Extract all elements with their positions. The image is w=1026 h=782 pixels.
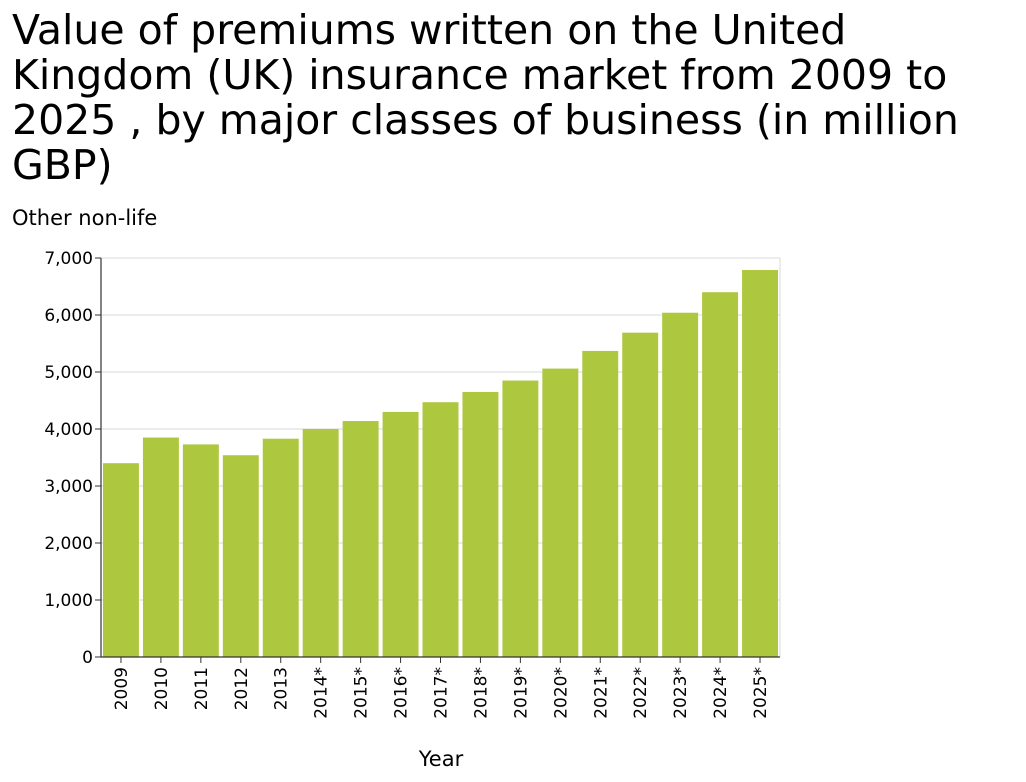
bar (222, 455, 259, 657)
y-tick-label: 1,000 (44, 591, 93, 611)
labels-layer: 0 1,000 2,000 3,000 4,000 5,000 6,000 7,000 2009… (44, 249, 771, 719)
bar (702, 292, 739, 657)
x-tick-label: 2013 (272, 667, 292, 710)
bar (742, 269, 779, 657)
bar (142, 437, 179, 657)
y-tick-label: 5,000 (44, 363, 93, 383)
bar (342, 421, 379, 657)
bar (462, 391, 499, 657)
bar (422, 402, 459, 657)
x-tick-label: 2010 (152, 667, 172, 710)
x-tick-label: 2019* (511, 667, 531, 719)
bar (182, 444, 219, 657)
x-tick-label: 2024* (711, 667, 731, 719)
x-tick-label: 2021* (591, 667, 611, 719)
x-tick-label: 2020* (551, 667, 571, 719)
y-tick-label: 4,000 (44, 420, 93, 440)
bar (502, 380, 539, 657)
bar (662, 312, 699, 657)
x-tick-label: 2018* (471, 667, 491, 719)
x-tick-label: 2011 (192, 667, 212, 710)
x-tick-label: 2014* (312, 667, 332, 719)
chart-title: Value of premiums written on the United … (12, 6, 959, 189)
axes-layer (95, 257, 780, 663)
x-axis-title: Year (418, 747, 464, 771)
bar (622, 332, 659, 657)
bar (302, 429, 339, 657)
y-tick-label: 6,000 (44, 306, 93, 326)
x-tick-label: 2012 (232, 667, 252, 710)
x-tick-label: 2025* (751, 667, 771, 719)
x-tick-label: 2016* (392, 667, 412, 719)
bar (382, 411, 419, 657)
y-tick-label: 0 (82, 648, 93, 668)
bar (542, 368, 579, 657)
y-tick-label: 2,000 (44, 534, 93, 554)
bar (582, 350, 619, 657)
y-tick-label: 3,000 (44, 477, 93, 497)
y-axis-label: Other non-life (12, 206, 158, 230)
y-tick-label: 7,000 (44, 249, 93, 269)
x-tick-label: 2017* (432, 667, 452, 719)
x-tick-label: 2015* (352, 667, 372, 719)
x-tick-label: 2022* (631, 667, 651, 719)
x-tick-label: 2023* (671, 667, 691, 719)
bar (262, 438, 299, 657)
bars-layer (102, 269, 779, 657)
bar (102, 463, 139, 657)
x-tick-label: 2009 (112, 667, 132, 710)
